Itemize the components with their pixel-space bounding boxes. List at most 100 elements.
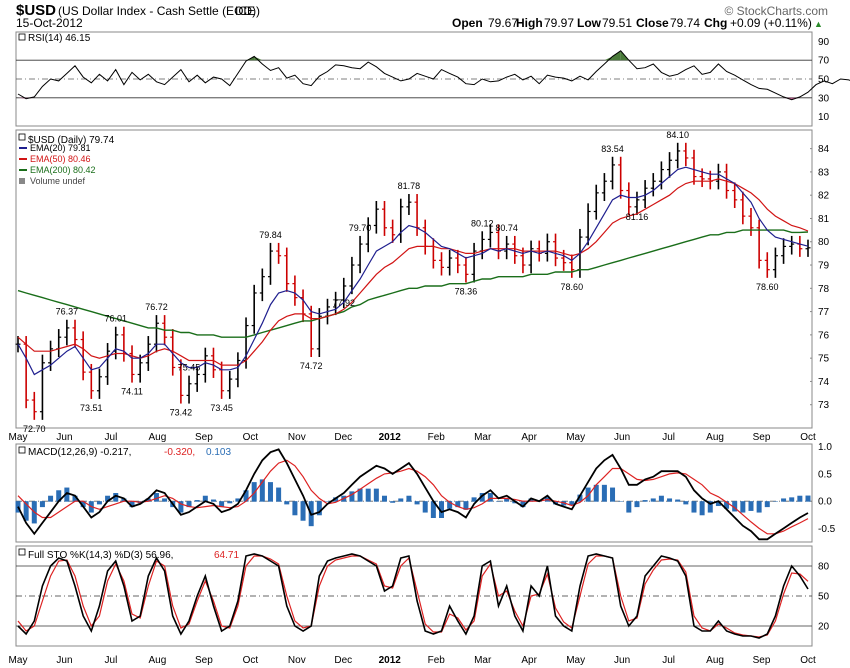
ohlc-bar — [553, 233, 559, 267]
macd-histogram-bar — [72, 495, 78, 502]
x-axis-label: May — [566, 432, 585, 443]
ohlc-bar — [31, 391, 37, 420]
ohlc-bar — [585, 203, 591, 246]
macd-histogram-bar — [805, 495, 811, 502]
ohlc-bar — [96, 368, 102, 399]
macd-histogram-bar — [23, 501, 29, 521]
sto-legend-main: Full STO %K(14,3) %D(3) 56.96, — [28, 550, 173, 561]
x-axis-label: Nov — [288, 655, 306, 666]
ohlc-bar — [194, 366, 200, 392]
macd-histogram-bar — [153, 493, 159, 502]
x-axis-label: Jun — [56, 432, 72, 443]
price-annotation: 78.60 — [756, 282, 779, 292]
macd-histogram-bar — [292, 501, 298, 516]
ema20-line — [17, 166, 809, 376]
macd-panel — [15, 443, 813, 543]
price-annotation: 81.16 — [626, 212, 649, 222]
macd-histogram-bar — [520, 501, 526, 508]
x-axis-label: Aug — [149, 655, 167, 666]
macd-histogram-bar — [455, 501, 461, 508]
x-axis-label: Oct — [800, 655, 816, 666]
ohlc-bar — [300, 289, 306, 323]
ohlc-bar — [349, 256, 355, 295]
macd-histogram-bar — [496, 501, 502, 502]
x-axis-label: Apr — [521, 655, 537, 666]
macd-histogram-bar — [178, 501, 184, 513]
ohlc-bar — [593, 184, 599, 220]
ohlc-bar — [276, 242, 282, 264]
ohlc-bar — [219, 361, 225, 399]
ohlc-bar — [308, 305, 314, 357]
ohlc-bar — [251, 284, 257, 334]
sto-tick-label: 80 — [818, 562, 830, 573]
ohlc-bar — [471, 242, 477, 283]
x-axis-label: Mar — [474, 655, 492, 666]
price-tick-label: 82 — [818, 191, 830, 202]
macd-histogram-bar — [756, 501, 762, 513]
ohlc-bar — [797, 235, 803, 257]
macd-histogram-bar — [121, 498, 127, 502]
ohlc-bar — [80, 331, 86, 381]
x-axis-label: Mar — [474, 432, 492, 443]
rsi-tick-label: 10 — [818, 112, 830, 123]
x-axis-label: Sep — [753, 432, 771, 443]
ohlc-bar — [650, 173, 656, 197]
open-label: Open — [452, 16, 483, 30]
ohlc-bar — [414, 194, 420, 236]
ohlc-bar — [170, 329, 176, 376]
ohlc-bar — [178, 359, 184, 404]
macd-histogram-bar — [105, 495, 111, 502]
macd-histogram-bar — [772, 501, 778, 502]
macd-histogram-bar — [610, 487, 616, 502]
macd-histogram-bar — [210, 499, 216, 502]
price-tick-label: 74 — [818, 377, 830, 388]
close-value: 79.74 — [670, 16, 700, 30]
ohlc-bar — [64, 319, 70, 346]
x-axis-label: Jun — [614, 432, 630, 443]
x-axis-label: Apr — [521, 432, 537, 443]
x-axis-label: May — [566, 655, 585, 666]
price-tick-label: 81 — [818, 214, 830, 225]
macd-histogram-bar — [243, 490, 249, 502]
ohlc-bar — [56, 329, 62, 357]
macd-histogram-bar — [324, 501, 330, 502]
macd-tick-label: 0.0 — [818, 497, 832, 508]
chg-value: +0.09 (+0.11%) — [730, 16, 812, 30]
price-tick-label: 84 — [818, 144, 830, 155]
ohlc-bar — [390, 219, 396, 243]
ohlc-bar — [121, 326, 127, 362]
ohlc-bar — [504, 235, 510, 260]
ohlc-bar — [365, 217, 371, 253]
watermark: © StockCharts.com — [724, 4, 828, 18]
macd-histogram-bar — [284, 501, 290, 505]
price-title: $USD (Daily) 79.74 — [28, 135, 115, 146]
macd-histogram-bar — [267, 482, 273, 502]
x-axis-label: May — [9, 655, 28, 666]
ohlc-bar — [129, 345, 135, 383]
x-axis-label: Nov — [288, 432, 306, 443]
ohlc-bar — [105, 343, 111, 385]
ohlc-bar — [715, 163, 721, 190]
macd-histogram-bar — [487, 493, 493, 502]
rsi-legend-swatch — [18, 33, 26, 41]
sto-legend-d: 64.71 — [214, 550, 239, 561]
macd-legend-signal: -0.320, — [164, 447, 195, 458]
macd-histogram-bar — [691, 501, 697, 513]
rsi-overbought-fill — [604, 56, 613, 61]
price-legend: $USD (Daily) 79.74 EMA(20) 79.81 EMA(50)… — [18, 133, 115, 186]
macd-legend: MACD(12,26,9) -0.217, -0.320, 0.103 — [18, 446, 231, 458]
macd-histogram-bar — [479, 493, 485, 502]
macd-histogram-bar — [585, 487, 591, 502]
rsi-tick-label: 50 — [818, 75, 830, 86]
price-annotation: 72.70 — [23, 424, 46, 434]
price-annotation: 78.60 — [561, 282, 584, 292]
rsi-legend: RSI(14) 46.15 — [18, 33, 91, 44]
macd-histogram-bar — [789, 497, 795, 502]
ohlc-bar — [732, 182, 738, 208]
ohlc-bar — [618, 156, 624, 199]
x-axis-label: May — [9, 432, 28, 443]
ohlc-bar — [333, 291, 339, 316]
rsi-tick-label: 90 — [818, 37, 830, 48]
macd-histogram-bar — [781, 498, 787, 502]
x-axis-label: Jul — [662, 655, 675, 666]
